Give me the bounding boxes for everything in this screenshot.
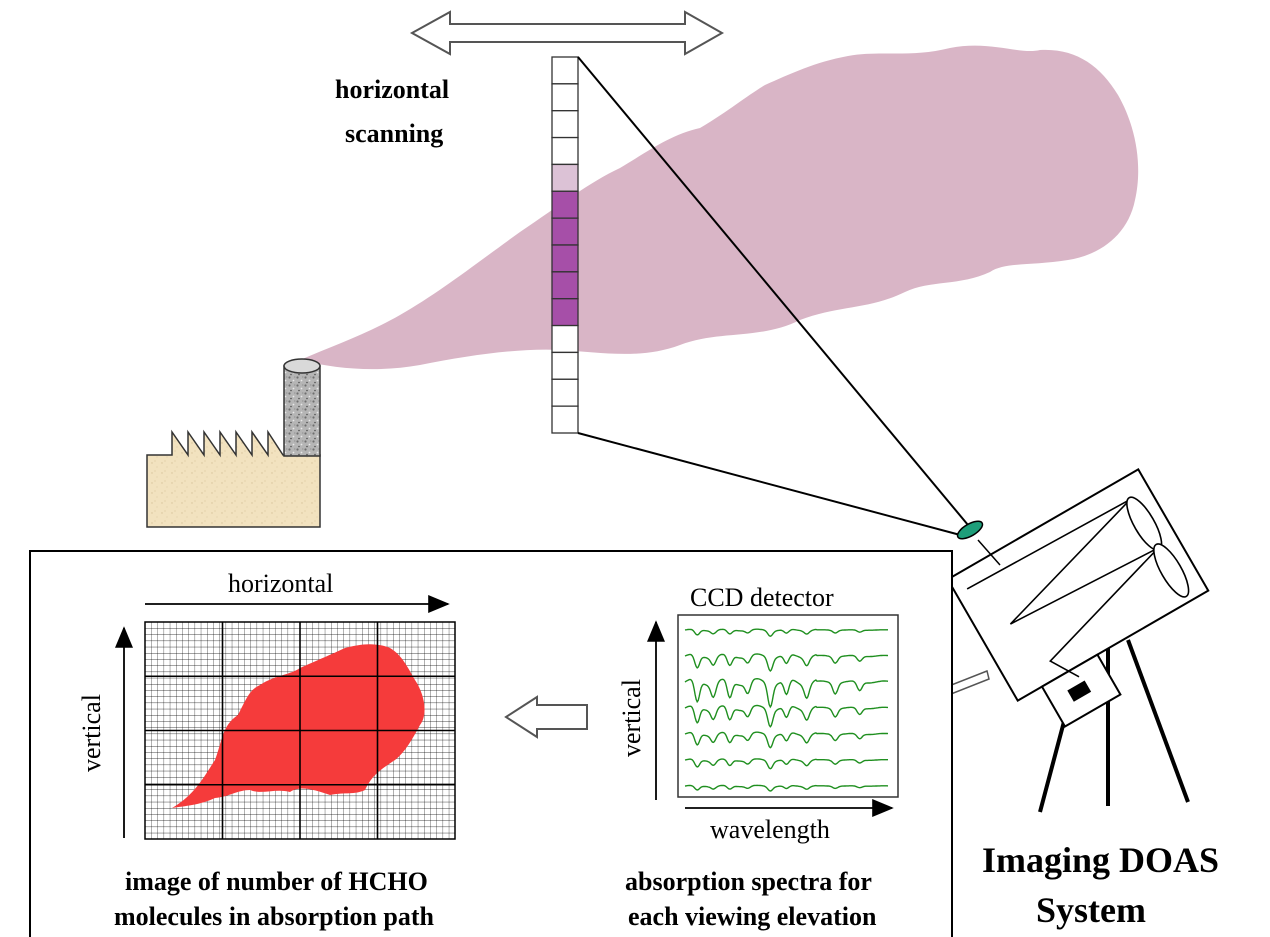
scan-cell (551, 405, 579, 434)
spectrum-trace (684, 653, 889, 673)
scan-column (551, 56, 579, 434)
spectrum-trace (684, 628, 888, 637)
spectra-to-image-arrow (504, 695, 588, 739)
spectrum-trace (684, 704, 888, 728)
ccd-detector-panel (677, 614, 899, 798)
scan-cell (551, 351, 579, 380)
lens-to-slit-line (977, 539, 1001, 566)
spectra-caption-line1: absorption spectra for (625, 867, 872, 896)
spectrum-trace (684, 731, 889, 749)
image-caption-line2: molecules in absorption path (114, 902, 435, 931)
grid-horizontal-label: horizontal (228, 569, 333, 598)
entrance-lens (956, 520, 984, 540)
scan-cell (551, 217, 579, 246)
scan-label-line1: horizontal (335, 75, 449, 104)
mirror-lower (1153, 543, 1190, 598)
spectra-caption-line2: each viewing elevation (628, 902, 877, 931)
spectrum-trace (684, 784, 889, 792)
grid-vertical-label: vertical (77, 694, 106, 772)
scan-cell (551, 163, 579, 192)
factory (146, 358, 321, 528)
system-title-line1: Imaging DOAS (982, 840, 1219, 880)
image-caption-line1: image of number of HCHO (125, 867, 428, 896)
optical-path (966, 498, 1159, 678)
scan-cell (551, 110, 579, 139)
scan-cell (551, 190, 579, 219)
scan-cell (551, 56, 579, 85)
ccd-vertical-label: vertical (617, 679, 646, 757)
tripod-leg-right (1126, 639, 1190, 803)
emission-plume (300, 45, 1139, 370)
chimney (283, 365, 321, 457)
scan-cell (551, 271, 579, 300)
system-title-line2: System (1036, 890, 1146, 930)
scan-cell (551, 244, 579, 273)
doas-instrument (946, 468, 1210, 813)
scan-cell (551, 324, 579, 354)
hcho-image-grid (144, 621, 456, 840)
chimney-top (283, 358, 321, 374)
view-line-top (577, 56, 974, 532)
absorption-spectra-traces (684, 628, 889, 792)
hcho-distribution-image (172, 644, 425, 808)
spectrum-trace (684, 758, 888, 770)
scan-label-line2: scanning (345, 119, 443, 148)
ccd-wavelength-label: wavelength (710, 815, 830, 844)
scan-cell (551, 136, 579, 166)
horizontal-scan-arrow (409, 10, 725, 56)
scan-cell (551, 298, 579, 327)
ccd-title: CCD detector (690, 583, 834, 612)
scan-cell (551, 378, 579, 407)
ccd-sensor-chip (1067, 680, 1092, 702)
scan-cell (551, 83, 579, 112)
spectrum-trace (684, 677, 889, 709)
view-line-bottom (577, 432, 965, 537)
